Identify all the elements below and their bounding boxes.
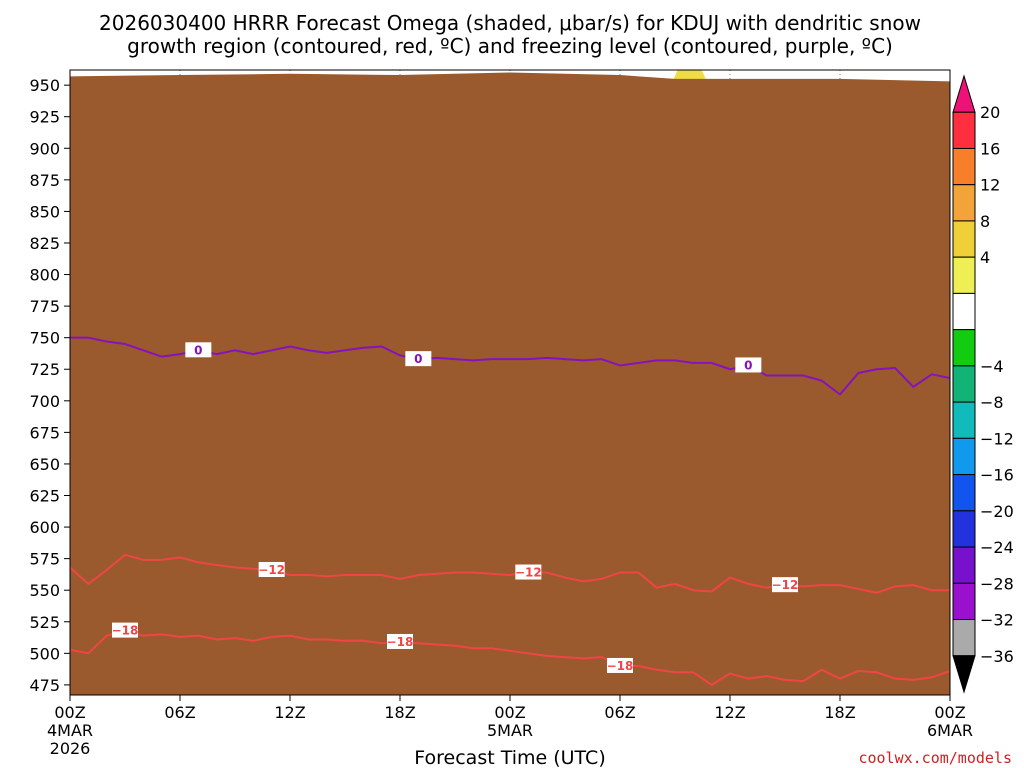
dgz-bottom-contour-label-bg-0 [258, 562, 285, 577]
y-tick-label-850: 850 [29, 202, 60, 221]
colorbar-label-0: 20 [980, 103, 1000, 122]
colorbar-label-11: −28 [980, 574, 1014, 593]
y-tick-label-950: 950 [29, 76, 60, 95]
dgz-bottom-contour-label-bg-2 [772, 577, 798, 593]
temperature-contours: −18 −18 −18 −12 −12 −12 0 0 0 [70, 336, 950, 686]
colorbar-segment-13 [952, 546, 976, 584]
y-tick-label-825: 825 [29, 234, 60, 253]
x-tick-label-2: 12Z [274, 703, 305, 722]
terrain-ground [70, 72, 950, 695]
colorbar-segment-16 [952, 655, 976, 694]
colorbar-segment-2 [952, 147, 976, 186]
dgz-top-contour-label-0: −18 [112, 624, 139, 638]
colorbar-label-7: −12 [980, 429, 1014, 448]
colorbar-segment-6 [952, 292, 976, 331]
y-tick-label-575: 575 [29, 550, 60, 569]
colorbar-label-1: 16 [980, 139, 1000, 158]
dgz-bottom-contour-label-bg-1 [515, 564, 542, 580]
freezing-level-contour-label-0: 0 [194, 343, 202, 357]
colorbar-segment-8 [952, 365, 976, 403]
y-tick-label-700: 700 [29, 392, 60, 411]
colorbar-segment-5 [952, 256, 976, 294]
x-tick-label-0: 00Z [54, 703, 85, 722]
dgz-top-contour-label-bg-2 [607, 657, 633, 673]
dgz-top-contour-label-bg-1 [387, 633, 413, 649]
y-tick-label-675: 675 [29, 423, 60, 442]
y-tick-label-525: 525 [29, 613, 60, 632]
x-tick-sublabel-4: 5MAR [487, 721, 533, 740]
x-axis-title: Forecast Time (UTC) [414, 747, 605, 768]
colorbar-segment-1 [952, 111, 976, 149]
colorbar-segment-10 [952, 437, 976, 476]
ground-fill [70, 72, 950, 695]
colorbar-segment-3 [952, 184, 976, 222]
x-tick-label-5: 06Z [604, 703, 635, 722]
freezing-level-contour-label-bg-2 [735, 357, 762, 373]
y-tick-label-500: 500 [29, 644, 60, 663]
y-tick-label-725: 725 [29, 360, 60, 379]
freezing-level-contour-label-2: 0 [744, 358, 752, 372]
freezing-level-contour [70, 336, 950, 396]
colorbar-segment-12 [952, 510, 976, 548]
y-tick-label-900: 900 [29, 139, 60, 158]
plot-area: −18 −18 −18 −12 −12 −12 0 0 0 [70, 70, 950, 695]
dgz-top-contour-label-1: −18 [387, 635, 414, 649]
colorbar-label-4: 4 [980, 248, 990, 267]
x-tick-label-3: 18Z [384, 703, 415, 722]
colorbar-segment-4 [952, 220, 976, 258]
colorbar-label-2: 12 [980, 176, 1000, 195]
dgz-top-contour-label-bg-0 [112, 622, 138, 638]
chart-title-line2: growth region (contoured, red, ºC) and f… [127, 34, 893, 58]
y-tick-label-875: 875 [29, 171, 60, 190]
y-tick-label-650: 650 [29, 455, 60, 474]
dgz-top-contour [70, 629, 950, 686]
chart-title-line1: 2026030400 HRRR Forecast Omega (shaded, … [99, 11, 921, 35]
colorbar-segment-7 [952, 329, 976, 367]
freezing-level-contour-label-bg-1 [405, 351, 432, 367]
y-tick-label-600: 600 [29, 518, 60, 537]
colorbar-label-12: −32 [980, 611, 1014, 630]
colorbar-label-13: −36 [980, 647, 1014, 666]
y-tick-label-625: 625 [29, 487, 60, 506]
freezing-level-contour-label-bg-0 [185, 342, 212, 358]
dgz-bottom-contour-label-2: −12 [772, 578, 799, 592]
y-tick-label-925: 925 [29, 108, 60, 127]
dgz-bottom-contour-label-1: −12 [515, 566, 542, 580]
x-tick-label-1: 06Z [164, 703, 195, 722]
colorbar-label-6: −8 [980, 393, 1004, 412]
x-tick-label-4: 00Z [494, 703, 525, 722]
colorbar-segment-11 [952, 474, 976, 512]
dgz-bottom-contour [70, 553, 950, 594]
colorbar-label-8: −16 [980, 466, 1014, 485]
x-tick-label-8: 00Z [934, 703, 965, 722]
colorbar-segment-9 [952, 401, 976, 439]
y-tick-label-800: 800 [29, 266, 60, 285]
dgz-bottom-contour-label-0: −12 [258, 563, 285, 577]
x-tick-sublabel-0: 4MAR [47, 721, 93, 740]
y-tick-label-750: 750 [29, 329, 60, 348]
y-axis-ticks: 475 500 525 550 575 600 625 650 675 700 725 750 775 8… [29, 76, 70, 695]
x-tick-sublabel-8: 6MAR [927, 721, 973, 740]
colorbar-label-5: −4 [980, 357, 1004, 376]
y-tick-label-775: 775 [29, 297, 60, 316]
credit-text: coolwx.com/models [858, 749, 1012, 767]
y-tick-label-550: 550 [29, 581, 60, 600]
x-tick-year-0: 2026 [50, 739, 91, 758]
x-tick-label-7: 18Z [824, 703, 855, 722]
colorbar-segment-15 [952, 619, 976, 657]
colorbar-label-10: −24 [980, 538, 1014, 557]
colorbar: 20 16 12 8 4 −4 −8 −12 −16 −20 −24 −28 −32 −36 [952, 74, 1014, 694]
dgz-top-contour-label-2: −18 [607, 659, 634, 673]
colorbar-label-3: 8 [980, 212, 990, 231]
colorbar-label-9: −20 [980, 502, 1014, 521]
colorbar-segment-14 [952, 582, 976, 621]
y-tick-label-475: 475 [29, 676, 60, 695]
x-tick-label-6: 12Z [714, 703, 745, 722]
freezing-level-contour-label-1: 0 [414, 352, 422, 366]
colorbar-segment-0 [952, 74, 976, 113]
